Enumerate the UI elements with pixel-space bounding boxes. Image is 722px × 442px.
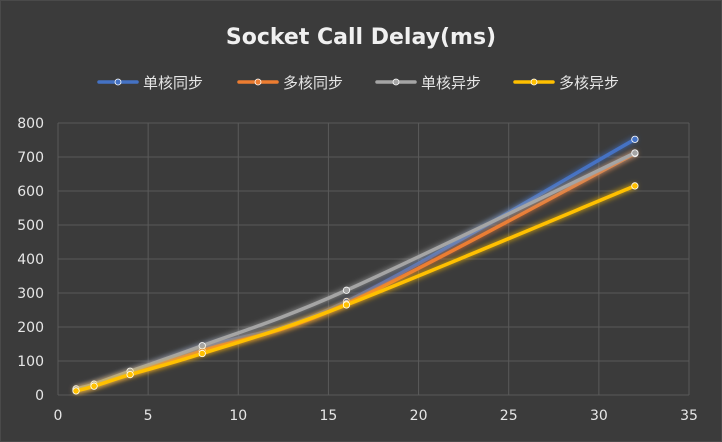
- series-4: [72, 182, 639, 395]
- y-tick-label: 200: [17, 320, 44, 336]
- axis-layer: 0 100 200 300 400 500 600 700 800 0 5 10 15 20 25 30 35: [17, 116, 698, 424]
- data-point: [198, 342, 206, 350]
- x-tick-label: 0: [54, 408, 63, 424]
- series-line: [74, 137, 637, 392]
- y-tick-label: 700: [17, 150, 44, 166]
- series-1: [72, 135, 639, 394]
- y-tick-label: 800: [17, 116, 44, 132]
- y-tick-label: 400: [17, 252, 44, 268]
- legend-item: 多核异步: [513, 74, 619, 92]
- legend-marker: [114, 78, 122, 86]
- legend-label: 单核同步: [143, 74, 203, 92]
- legend-marker: [392, 78, 400, 86]
- y-tick-label: 600: [17, 184, 44, 200]
- y-tick-label: 500: [17, 218, 44, 234]
- y-tick-label: 0: [35, 388, 44, 404]
- legend: 单核同步 多核同步 单核异步 多核异步: [97, 74, 619, 92]
- legend-label: 多核异步: [559, 74, 619, 92]
- x-tick-label: 35: [680, 408, 698, 424]
- legend-item: 单核异步: [375, 74, 481, 92]
- data-point: [342, 301, 351, 309]
- data-point: [198, 349, 206, 358]
- x-tick-label: 25: [500, 408, 518, 424]
- data-point: [631, 182, 639, 190]
- x-tick-label: 5: [144, 408, 153, 424]
- legend-label: 单核异步: [421, 74, 481, 92]
- chart-title: Socket Call Delay(ms): [226, 25, 496, 50]
- legend-item: 单核同步: [97, 74, 203, 92]
- data-point: [631, 149, 639, 157]
- data-point: [631, 135, 639, 143]
- legend-label: 多核同步: [283, 74, 343, 92]
- legend-marker: [530, 78, 538, 86]
- x-tick-label: 30: [590, 408, 608, 424]
- data-point: [90, 382, 98, 390]
- data-point: [72, 387, 80, 395]
- legend-marker: [254, 78, 262, 86]
- y-tick-label: 100: [17, 354, 44, 370]
- x-tick-label: 15: [320, 408, 338, 424]
- grid-layer: [57, 122, 690, 396]
- x-tick-label: 20: [410, 408, 428, 424]
- series-layer: [72, 135, 639, 395]
- legend-item: 多核同步: [237, 74, 343, 92]
- x-tick-label: 10: [229, 408, 247, 424]
- data-point: [126, 370, 134, 379]
- y-tick-label: 300: [17, 286, 44, 302]
- data-point: [342, 286, 351, 294]
